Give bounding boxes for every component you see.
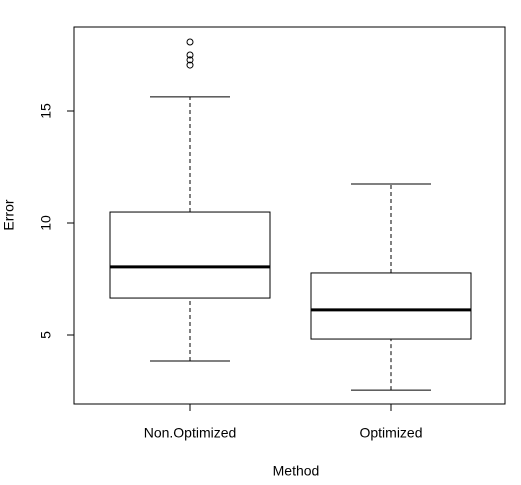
x-axis-label: Method [273,463,320,479]
outlier [186,51,194,59]
y-tick-label: 10 [38,215,54,231]
x-tick-label: Optimized [359,425,422,441]
x-tick-label: Non.Optimized [144,425,237,441]
outlier [186,61,194,69]
outlier [186,56,194,64]
y-tick-label: 5 [38,331,54,339]
y-axis-label: Error [1,199,17,230]
y-tick-label: 15 [38,103,54,119]
outlier [186,38,194,46]
box [310,272,472,340]
box [109,211,271,299]
plot-frame [73,26,506,405]
